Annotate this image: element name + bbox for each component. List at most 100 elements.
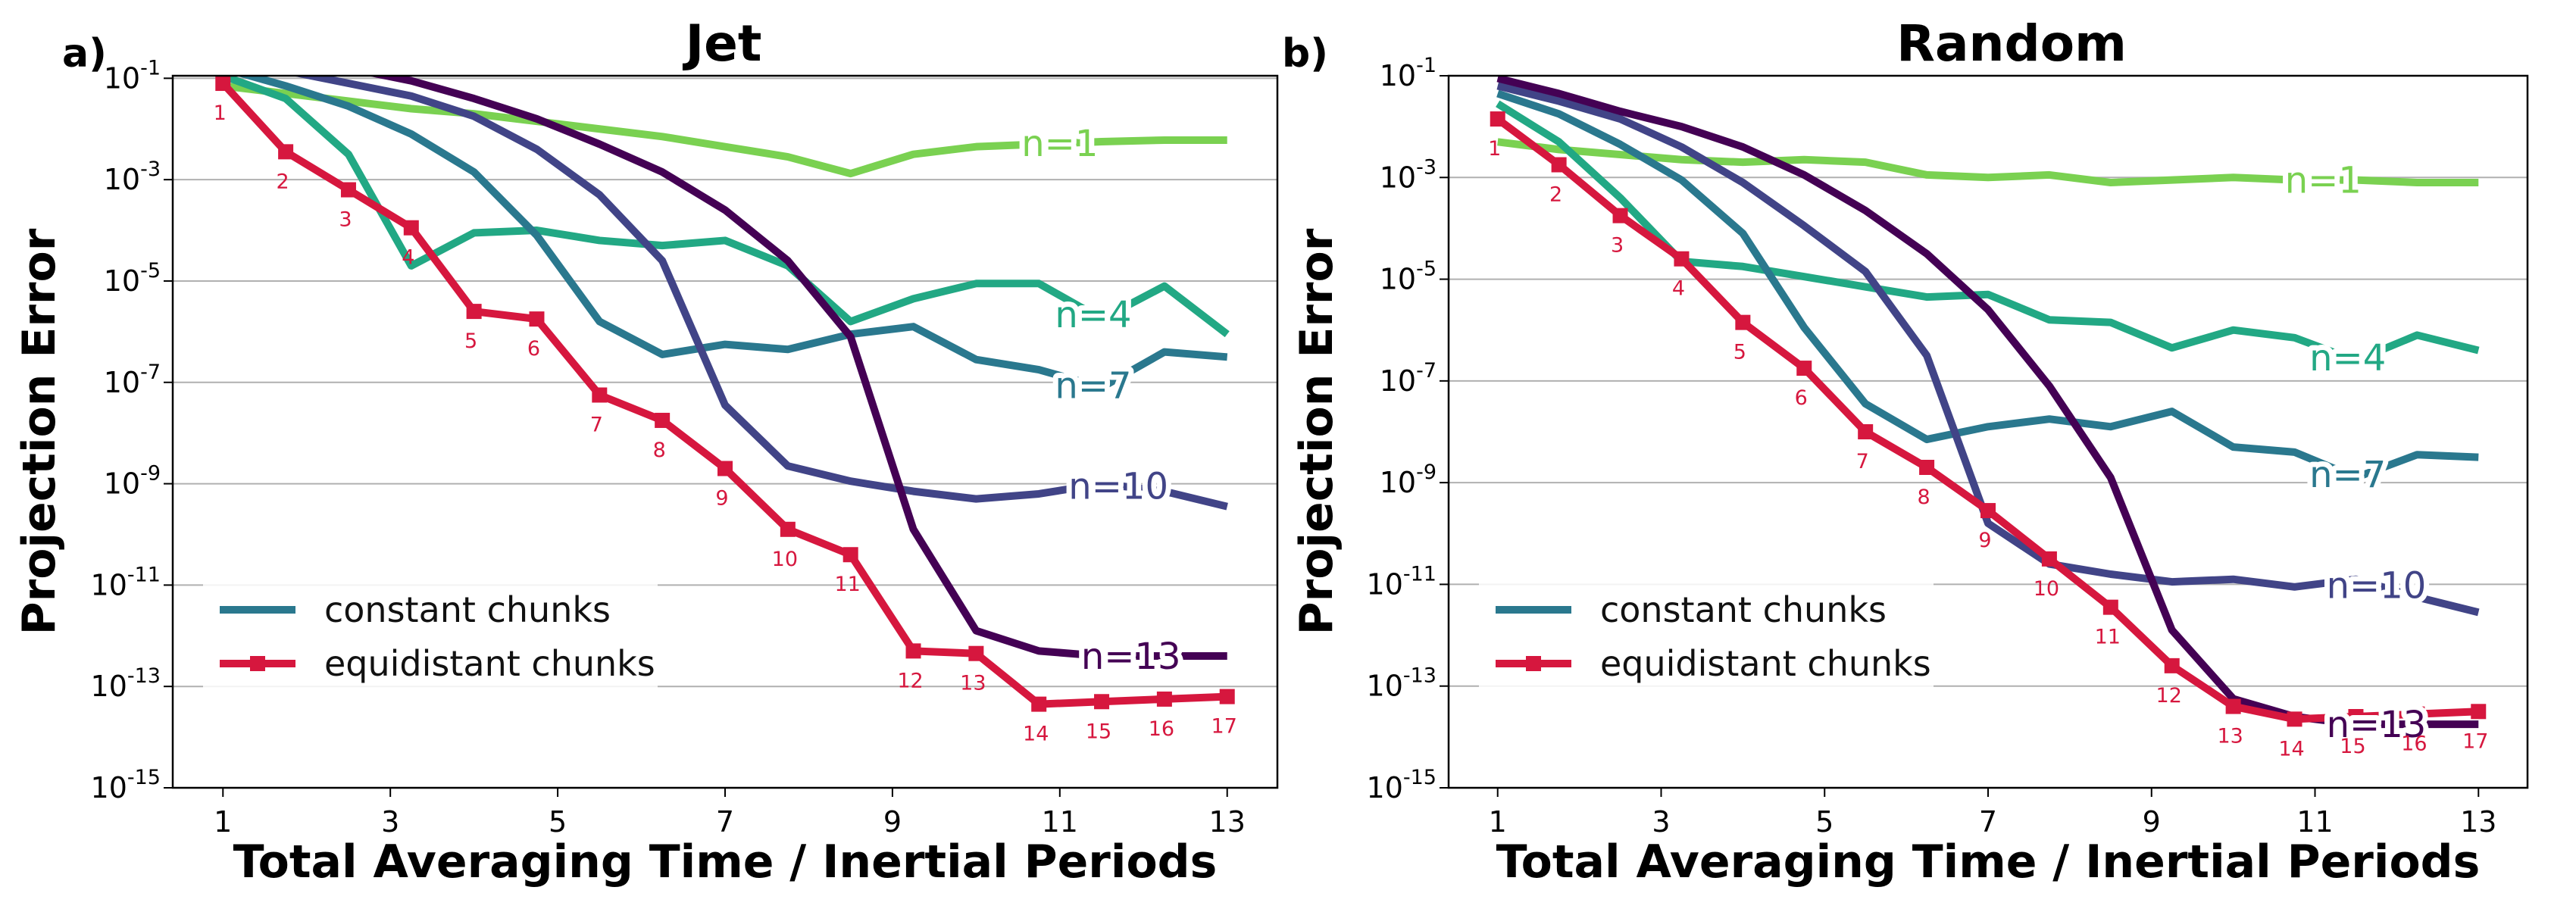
y-tick-label: 10-3 xyxy=(1380,155,1436,194)
equidistant-point-label: 12 xyxy=(2156,684,2182,708)
x-tick-label: 7 xyxy=(716,805,734,839)
equidistant-point-label: 9 xyxy=(1978,529,1991,552)
equidistant-point-label: 16 xyxy=(2401,733,2427,756)
y-tick-exponent: -3 xyxy=(140,158,161,181)
equidistant-point-label: 11 xyxy=(2095,626,2121,649)
panel-label: b) xyxy=(1282,31,1328,77)
legend-label-equidistant: equidistant chunks xyxy=(324,643,655,684)
legend-label-constant: constant chunks xyxy=(1600,589,1887,630)
equidistant-point-label: 6 xyxy=(1795,386,1808,410)
panel-title: Random xyxy=(1896,14,2127,73)
y-tick-exponent: -1 xyxy=(140,56,161,80)
equidistant-point-label: 7 xyxy=(590,413,603,436)
equidistant-point-label: 15 xyxy=(2340,735,2365,758)
equidistant-marker xyxy=(2348,709,2364,724)
equidistant-point-label: 3 xyxy=(339,208,352,232)
equidistant-point-label: 16 xyxy=(1149,717,1174,741)
equidistant-marker xyxy=(843,547,858,563)
y-tick-exponent: -9 xyxy=(140,462,161,486)
y-tick-base: 10 xyxy=(1380,59,1416,92)
series-label-n1: n=1 xyxy=(2285,160,2362,202)
legend-label-equidistant: equidistant chunks xyxy=(1600,643,1931,684)
equidistant-marker xyxy=(1031,696,1047,712)
legend: constant chunks equidistant chunks xyxy=(203,574,658,695)
legend-marker-equidistant xyxy=(250,656,265,671)
panel-title: Jet xyxy=(683,14,762,73)
series-label-n4: n=4 xyxy=(2309,337,2386,380)
equidistant-point-label: 10 xyxy=(772,548,798,571)
equidistant-point-label: 1 xyxy=(214,102,227,125)
equidistant-marker xyxy=(2287,711,2302,727)
y-tick-exponent: -15 xyxy=(1403,766,1436,789)
equidistant-marker xyxy=(655,412,671,428)
y-tick-label: 10-1 xyxy=(1380,54,1436,92)
y-tick-base: 10 xyxy=(104,264,140,298)
series-line-n7 xyxy=(1496,89,2479,482)
equidistant-marker xyxy=(340,182,356,198)
equidistant-point-label: 17 xyxy=(1211,715,1237,739)
y-tick-base: 10 xyxy=(1367,670,1403,703)
y-tick-label: 10-3 xyxy=(104,158,161,196)
x-tick-label: 1 xyxy=(1489,805,1507,839)
series-line-n10 xyxy=(291,76,1228,511)
y-tick-base: 10 xyxy=(1367,771,1403,804)
y-tick-label: 10-11 xyxy=(91,563,161,601)
y-tick-base: 10 xyxy=(1380,466,1416,499)
y-tick-label: 10-15 xyxy=(91,766,161,804)
x-tick-label: 11 xyxy=(2296,805,2333,839)
y-tick-exponent: -5 xyxy=(1416,258,1436,281)
equidistant-marker xyxy=(2041,551,2057,567)
y-tick-base: 10 xyxy=(1380,364,1416,398)
x-tick-label: 3 xyxy=(381,805,399,839)
equidistant-marker xyxy=(968,645,984,661)
y-tick-base: 10 xyxy=(104,467,140,501)
equidistant-marker xyxy=(278,144,294,160)
equidistant-marker xyxy=(592,387,608,403)
series-label-n10: n=10 xyxy=(1068,465,1168,508)
equidistant-point-label: 14 xyxy=(2278,737,2304,761)
equidistant-point-label: 5 xyxy=(1733,341,1746,364)
equidistant-marker xyxy=(1980,503,1996,519)
equidistant-marker xyxy=(1919,460,1935,475)
x-axis-label: Total Averaging Time / Inertial Periods xyxy=(1496,836,2481,889)
equidistant-marker xyxy=(1796,361,1812,376)
axes-frame xyxy=(171,74,1279,789)
equidistant-point-label: 11 xyxy=(835,573,861,596)
equidistant-marker xyxy=(1490,111,1505,127)
series-line-n1 xyxy=(222,82,1227,178)
equidistant-point-label: 2 xyxy=(277,170,289,193)
x-tick-label: 5 xyxy=(549,805,567,839)
x-tick-label: 1 xyxy=(214,805,232,839)
equidistant-marker xyxy=(529,311,545,327)
x-tick-label: 3 xyxy=(1652,805,1670,839)
series-label-n13: n=13 xyxy=(1081,636,1181,678)
plot-area xyxy=(1490,76,2487,729)
y-tick-label: 10-5 xyxy=(104,259,161,298)
y-tick-exponent: -5 xyxy=(140,259,161,283)
axes-frame xyxy=(1447,74,2529,789)
y-tick-label: 10-13 xyxy=(91,664,161,703)
equidistant-marker xyxy=(780,521,796,537)
y-tick-exponent: -9 xyxy=(1416,461,1436,484)
equidistant-marker xyxy=(1674,251,1690,267)
x-tick-label: 11 xyxy=(1042,805,1078,839)
equidistant-point-label: 5 xyxy=(464,330,477,353)
equidistant-marker xyxy=(2102,599,2118,615)
y-tick-exponent: -11 xyxy=(1403,562,1436,586)
equidistant-point-label: 7 xyxy=(1856,450,1869,473)
legend-label-constant: constant chunks xyxy=(324,589,611,630)
equidistant-marker xyxy=(905,643,921,659)
x-tick-label: 13 xyxy=(1209,805,1246,839)
y-tick-exponent: -15 xyxy=(127,766,161,789)
legend-box xyxy=(1479,574,1934,695)
y-tick-base: 10 xyxy=(91,568,127,601)
equidistant-marker xyxy=(1219,689,1235,704)
equidistant-marker xyxy=(215,76,231,92)
y-tick-label: 10-7 xyxy=(104,361,161,399)
y-tick-label: 10-9 xyxy=(104,462,161,501)
y-tick-label: 10-15 xyxy=(1367,766,1436,804)
y-tick-base: 10 xyxy=(91,670,127,703)
